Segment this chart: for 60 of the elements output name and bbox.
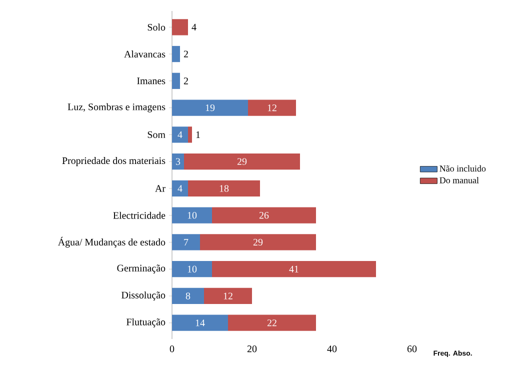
data-label: 4 [178, 185, 182, 192]
bar [172, 19, 188, 36]
data-label: 4 [192, 24, 196, 30]
bar [248, 100, 296, 116]
bar [172, 100, 248, 116]
data-label: 8 [186, 292, 190, 300]
data-label: 2 [184, 78, 188, 84]
data-label: 19 [206, 104, 215, 112]
data-label: 18 [220, 185, 229, 192]
x-tick-label: 0 [170, 346, 174, 352]
data-label: 3 [176, 158, 180, 165]
bar [172, 153, 184, 170]
data-label: 29 [253, 238, 263, 246]
x-tick-label: 20 [247, 346, 257, 352]
y-tick-label: Luz, Sombras e imagens [68, 103, 166, 112]
y-tick-label: Flutuação [126, 318, 166, 328]
bar [172, 126, 188, 143]
data-label: 26 [259, 212, 269, 219]
x-tick-label: 40 [327, 346, 337, 352]
data-label: 41 [289, 266, 298, 272]
bar [172, 180, 188, 197]
data-label: 12 [268, 104, 276, 112]
data-label: 22 [267, 320, 276, 326]
bar [212, 261, 376, 278]
bar [172, 207, 212, 224]
bar [172, 234, 200, 250]
data-label: 2 [184, 50, 188, 58]
bar [172, 46, 180, 62]
y-tick-label: Solo [148, 24, 166, 31]
data-label: 12 [224, 292, 232, 300]
data-label: 7 [184, 238, 188, 246]
y-tick-label: Ar [155, 185, 166, 192]
data-label: 1 [196, 131, 200, 138]
y-tick-label: Imanes [137, 78, 166, 84]
bar [184, 153, 300, 170]
y-tick-label: Alavancas [124, 50, 166, 58]
bar [204, 288, 252, 304]
data-label: 4 [178, 131, 182, 138]
x-tick-label: 60 [407, 346, 417, 352]
y-tick-label: Propriedade dos materiais [62, 157, 166, 166]
legend-label: Do manual [440, 176, 479, 184]
bar [172, 288, 204, 304]
bar [172, 314, 228, 331]
bar [228, 314, 316, 331]
y-tick-label: Água/ Mudanças de estado [58, 236, 166, 248]
y-tick-label: Dissolução [122, 291, 166, 301]
data-label: 14 [196, 320, 205, 326]
y-tick-label: Electricidade [113, 212, 166, 219]
legend-label: Não incluido [440, 165, 486, 172]
bar [200, 234, 316, 250]
bar [172, 72, 180, 89]
bar [172, 261, 212, 278]
data-label: 10 [188, 266, 197, 272]
bar [212, 207, 316, 224]
bar [188, 180, 260, 197]
bar [188, 126, 192, 143]
y-tick-label: Germinação [117, 264, 166, 274]
data-label: 29 [237, 158, 247, 165]
data-label: 10 [188, 212, 197, 219]
y-tick-label: Som [148, 131, 166, 138]
